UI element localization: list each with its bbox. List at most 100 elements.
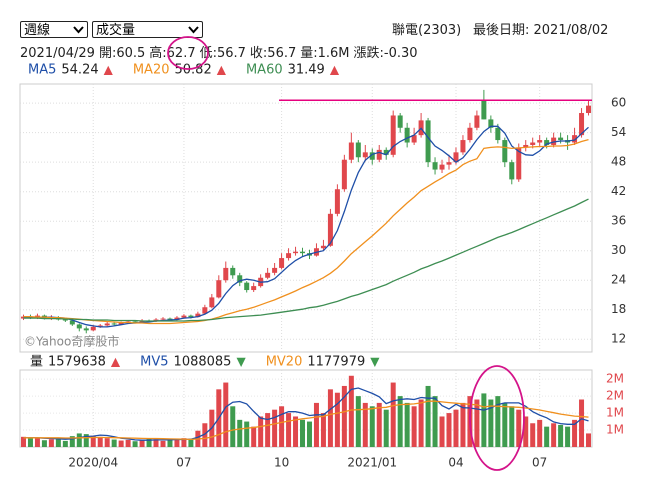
candle-body	[558, 137, 564, 141]
candle-body	[404, 127, 410, 143]
volume-bar	[460, 402, 466, 447]
ma-line	[23, 125, 589, 328]
candle-body	[474, 115, 480, 128]
y-tick-label: 24	[611, 273, 626, 287]
volume-bar	[341, 385, 347, 447]
candle-body	[586, 105, 592, 114]
volume-bar	[279, 406, 285, 447]
x-tick-label: 07	[532, 456, 547, 470]
volume-bar	[300, 419, 306, 447]
candle-body	[251, 286, 257, 291]
candle-body	[495, 127, 501, 141]
volume-bar	[565, 426, 571, 447]
highlight-circle	[469, 365, 525, 471]
candle-body	[279, 258, 285, 268]
y-tick-label: 18	[611, 302, 626, 316]
info-item: 開:60.5	[98, 46, 146, 61]
candle-body	[69, 320, 75, 325]
candle-body	[369, 152, 375, 160]
volume-bar	[202, 423, 208, 447]
candle-body	[488, 119, 494, 128]
volume-bar	[272, 409, 278, 447]
info-date: 2021/04/29	[20, 46, 95, 61]
chevron	[188, 26, 199, 34]
legend-trend: ▲	[217, 63, 227, 77]
volume-bar	[579, 399, 585, 447]
legend-name: MA60	[246, 63, 283, 78]
volume-bar	[167, 439, 173, 447]
volume-bar	[76, 433, 82, 447]
candle-body	[390, 115, 396, 155]
candle-body	[76, 324, 82, 329]
volume-bar	[251, 426, 257, 447]
x-tick-label: 2021/01	[347, 456, 397, 470]
legend-name: MV20	[266, 355, 303, 370]
candle-body	[481, 100, 487, 120]
volume-bar	[160, 440, 166, 447]
volume-bar	[586, 433, 592, 447]
candle-body	[439, 164, 445, 170]
volume-bar	[509, 406, 515, 447]
candle-body	[209, 297, 215, 308]
candle-body	[516, 147, 522, 180]
y-tick-label: 42	[611, 184, 626, 198]
volume-bar	[104, 438, 110, 447]
candle-body	[362, 152, 368, 158]
volume-bar	[390, 382, 396, 447]
volume-bar	[174, 439, 180, 447]
volume-bar	[111, 439, 117, 447]
candle-body	[293, 251, 299, 254]
legend-name: MA20	[133, 63, 170, 78]
candle-body	[460, 140, 466, 153]
volume-bar	[265, 413, 271, 447]
candle-body	[348, 142, 354, 160]
volume-bar	[139, 440, 145, 447]
mv-line	[23, 400, 589, 441]
candle-body	[334, 189, 340, 214]
candle-body	[425, 120, 431, 163]
watermark: ©Yahoo奇摩股市	[24, 334, 119, 349]
period-select[interactable]: 週線	[20, 21, 88, 38]
volume-bar	[69, 436, 75, 447]
volume-bar	[34, 437, 40, 447]
legend-trend: ▼	[236, 355, 246, 369]
candle-body	[376, 149, 382, 160]
info-line: 2021/04/29 開:60.5 高:62.7 低:56.7 收:56.7 量:1.6M…	[20, 42, 422, 61]
volume-bar	[97, 436, 103, 447]
candle-body	[244, 282, 250, 291]
candle-body	[530, 142, 536, 145]
volume-bar	[118, 440, 124, 447]
ma-line	[23, 198, 589, 322]
candle-body	[502, 140, 508, 163]
legend-trend: ▲	[104, 63, 114, 77]
candle-body	[397, 115, 403, 128]
volume-bar	[258, 416, 264, 447]
candle-body	[579, 113, 585, 136]
candle-body	[320, 245, 326, 249]
candle-body	[467, 127, 473, 141]
candle-body	[572, 135, 578, 143]
volume-bar	[188, 438, 194, 447]
candle-body	[383, 149, 389, 155]
x-tick-label: 10	[274, 456, 289, 470]
candle-body	[223, 267, 229, 281]
volume-bar	[125, 439, 131, 447]
candle-body	[432, 162, 438, 170]
indicator-select[interactable]: 成交量	[92, 21, 203, 38]
chevron	[73, 26, 84, 34]
candle-body	[537, 140, 543, 143]
volume-bar	[418, 399, 424, 447]
volume-bar	[83, 434, 89, 447]
candle-body	[551, 137, 557, 145]
info-item: 量:1.6M	[300, 46, 350, 61]
candle-body	[509, 162, 515, 180]
candle-body	[272, 267, 278, 273]
candle-body	[327, 213, 333, 246]
candle-body	[104, 323, 110, 326]
x-tick-label: 07	[176, 456, 191, 470]
legend-value: 50.82	[175, 63, 212, 78]
ma-line	[23, 138, 589, 325]
candle-body	[188, 315, 194, 318]
